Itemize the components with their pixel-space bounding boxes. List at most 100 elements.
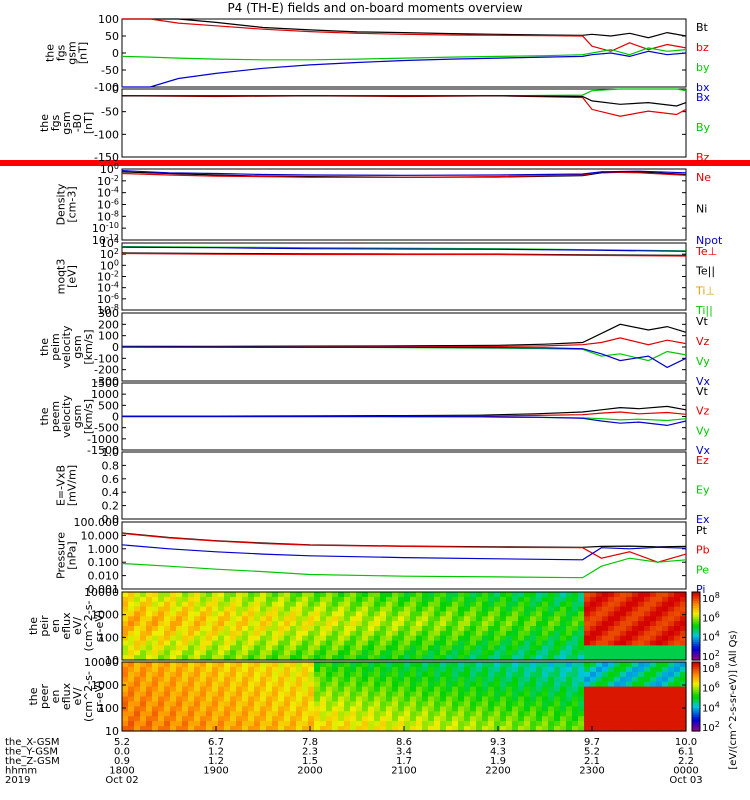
peir_eflux-cell [320,596,327,603]
peer_eflux-cell [392,686,399,693]
peir_eflux-cell [560,630,567,637]
peir_eflux-cell [674,645,681,651]
peir_eflux-cell [188,616,195,622]
peer_eflux-cell [338,666,345,673]
peir_eflux-cell [320,635,327,642]
peer_eflux-cell [200,696,207,702]
peir_eflux-cell [494,635,501,642]
peer_eflux-cell [536,676,543,683]
peer_eflux-cell [488,686,495,693]
peir_eflux-cell [542,606,549,613]
peer_eflux-cell [170,721,177,727]
peir_eflux-cell [194,655,201,661]
peer_eflux-cell [668,691,675,698]
peir_eflux-cell [248,655,255,661]
peer_eflux-cell [440,666,447,673]
peer_eflux-cell [344,721,351,727]
pressure-legend-0: Pt [696,524,708,537]
peir_eflux-cell [464,592,471,598]
peir_eflux-cell [506,611,513,617]
peir_eflux-cell [380,621,387,627]
peir_eflux-cell [620,592,627,598]
peir_eflux-cell [572,626,579,632]
peer_eflux-cell [536,696,543,702]
peir_eflux-cell [488,596,495,603]
peir_eflux-cell [284,606,291,613]
peir_eflux-cell [164,630,171,637]
peer_eflux-colorbar-step [692,678,700,681]
peir_eflux-cell [428,592,435,598]
xaxis-tick-label: 2.2 [678,756,694,767]
peer_eflux-cell [644,662,651,668]
peir_eflux-cell [254,616,261,622]
peir_eflux-cell [422,640,429,647]
peir_eflux-cell [236,611,243,617]
peer_eflux-cell [668,681,675,688]
peir_eflux-cell [380,611,387,617]
peer_eflux-cell [500,701,507,707]
peer_eflux-cell [644,691,651,698]
peer_eflux-cell [302,686,309,693]
peir_eflux-cell [230,630,237,637]
peir_eflux-cell [260,650,267,656]
peer_eflux-colorbar-step [692,694,700,698]
peir_eflux-cell [590,650,597,656]
peer_eflux-cell [152,691,159,698]
peir_eflux-cell [524,592,531,598]
peer_eflux-cell [362,681,369,688]
peer_eflux-cell [296,706,303,712]
peir_eflux-cell [530,630,537,637]
peir_eflux-ytick: 100 [98,631,119,644]
peir_eflux-cell [602,640,609,647]
peir_eflux-cell [218,592,225,598]
peir_eflux-cell [482,650,489,656]
peer_eflux-cell [332,671,339,678]
peer_eflux-cell [380,691,387,698]
peir_eflux-cell [344,621,351,627]
peer_eflux-cell [446,686,453,693]
peir_eflux-cell [278,596,285,603]
peir_eflux-cell [278,606,285,613]
peir_eflux-cell [644,592,651,598]
peer_eflux-cell [296,666,303,673]
peir_eflux-cell [500,611,507,617]
peer_eflux-cell [542,666,549,673]
peer_eflux-ytick: 100 [98,702,119,715]
peer_eflux-cell [632,721,639,727]
peer_eflux-cell [596,666,603,673]
peir_eflux-cell [542,640,549,647]
peer_eflux-cell [236,662,243,668]
peir_eflux-ylabel: sr-eV) [93,610,106,642]
peir_eflux-cell [266,596,273,603]
peir_eflux-cell [242,640,249,647]
peir_eflux-cell [194,616,201,622]
peir_eflux-cell [530,650,537,656]
peir_eflux-cell [194,645,201,651]
peer_eflux-cell [374,706,381,712]
peir_eflux-cell [200,655,207,661]
peer_eflux-cell [452,721,459,727]
peir_eflux-cell [236,601,243,608]
peir_eflux-cell [506,650,513,656]
peir_eflux-cell [302,626,309,632]
peir_eflux-cell [638,626,645,632]
peer_eflux-cell [134,701,141,707]
peir_eflux-cell [398,596,405,603]
peer_eflux-cell [626,706,633,712]
peir_eflux-cell [368,616,375,622]
peir_eflux-cell [602,606,609,613]
peir_eflux-cell [248,592,255,598]
peer_eflux-cell [410,666,417,673]
peir_eflux-cell [470,621,477,627]
peer_eflux-cell [272,716,279,722]
peir_eflux-cell [440,640,447,647]
peir_eflux-colorbar-step [692,630,700,634]
peer_eflux-cell [236,691,243,698]
peir_eflux-cell [338,616,345,622]
peir_eflux-cell [500,626,507,632]
peer_eflux-cell [362,666,369,673]
peer_eflux-cell [380,681,387,688]
peir_eflux-cell [128,611,135,617]
peir_eflux-cell [518,626,525,632]
peir_eflux-cell [656,592,663,598]
